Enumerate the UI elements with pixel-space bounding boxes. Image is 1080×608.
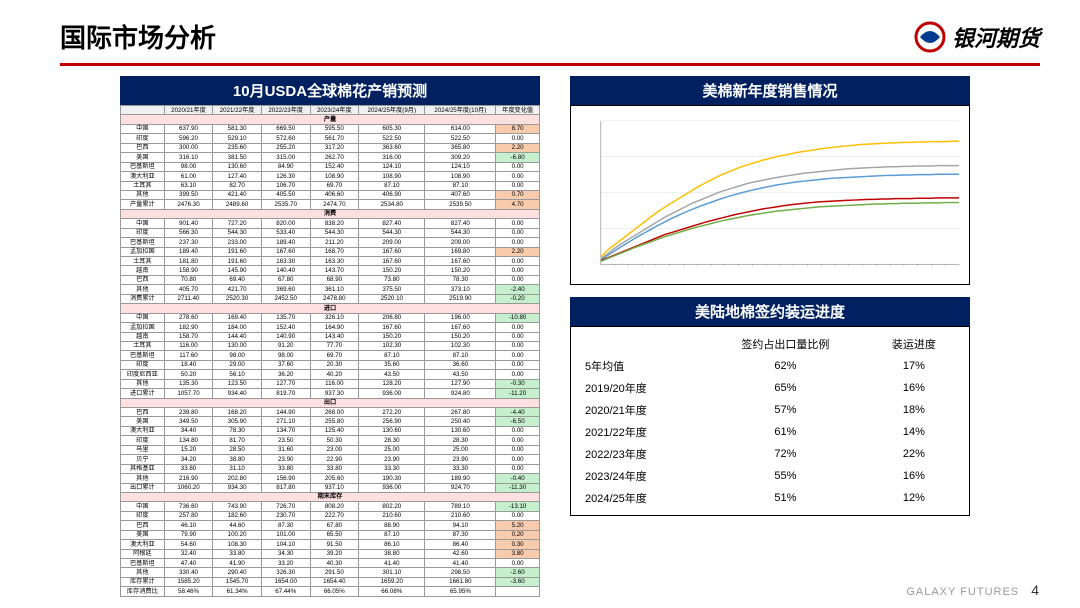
- footer-brand: GALAXY FUTURES: [906, 586, 1019, 598]
- left-column: 10月USDA全球棉花产销预测 2020/21年度2021/22年度2022/2…: [120, 76, 540, 597]
- sales-line-chart: [570, 105, 970, 285]
- content-area: 10月USDA全球棉花产销预测 2020/21年度2021/22年度2022/2…: [0, 76, 1080, 597]
- usda-banner: 10月USDA全球棉花产销预测: [120, 76, 540, 105]
- page-title: 国际市场分析: [60, 18, 216, 55]
- progress-table: 签约占出口量比例装运进度5年均值62%17%2019/20年度65%16%202…: [581, 333, 959, 509]
- right-column: 美棉新年度销售情况 美陆地棉签约装运进度 签约占出口量比例装运进度5年均值62%…: [570, 76, 970, 597]
- sales-banner: 美棉新年度销售情况: [570, 76, 970, 105]
- brand-name: 银河期货: [952, 21, 1040, 53]
- usda-forecast-table: 2020/21年度2021/22年度2022/23年度2023/24年度2024…: [120, 105, 540, 597]
- footer: GALAXY FUTURES 4: [906, 582, 1040, 598]
- divider: [60, 63, 1040, 66]
- brand-logo: 银河期货: [914, 21, 1040, 53]
- logo-icon: [914, 21, 946, 53]
- header: 国际市场分析 银河期货: [0, 0, 1080, 55]
- progress-table-wrap: 签约占出口量比例装运进度5年均值62%17%2019/20年度65%16%202…: [570, 326, 970, 516]
- progress-banner: 美陆地棉签约装运进度: [570, 297, 970, 326]
- page-number: 4: [1031, 582, 1040, 598]
